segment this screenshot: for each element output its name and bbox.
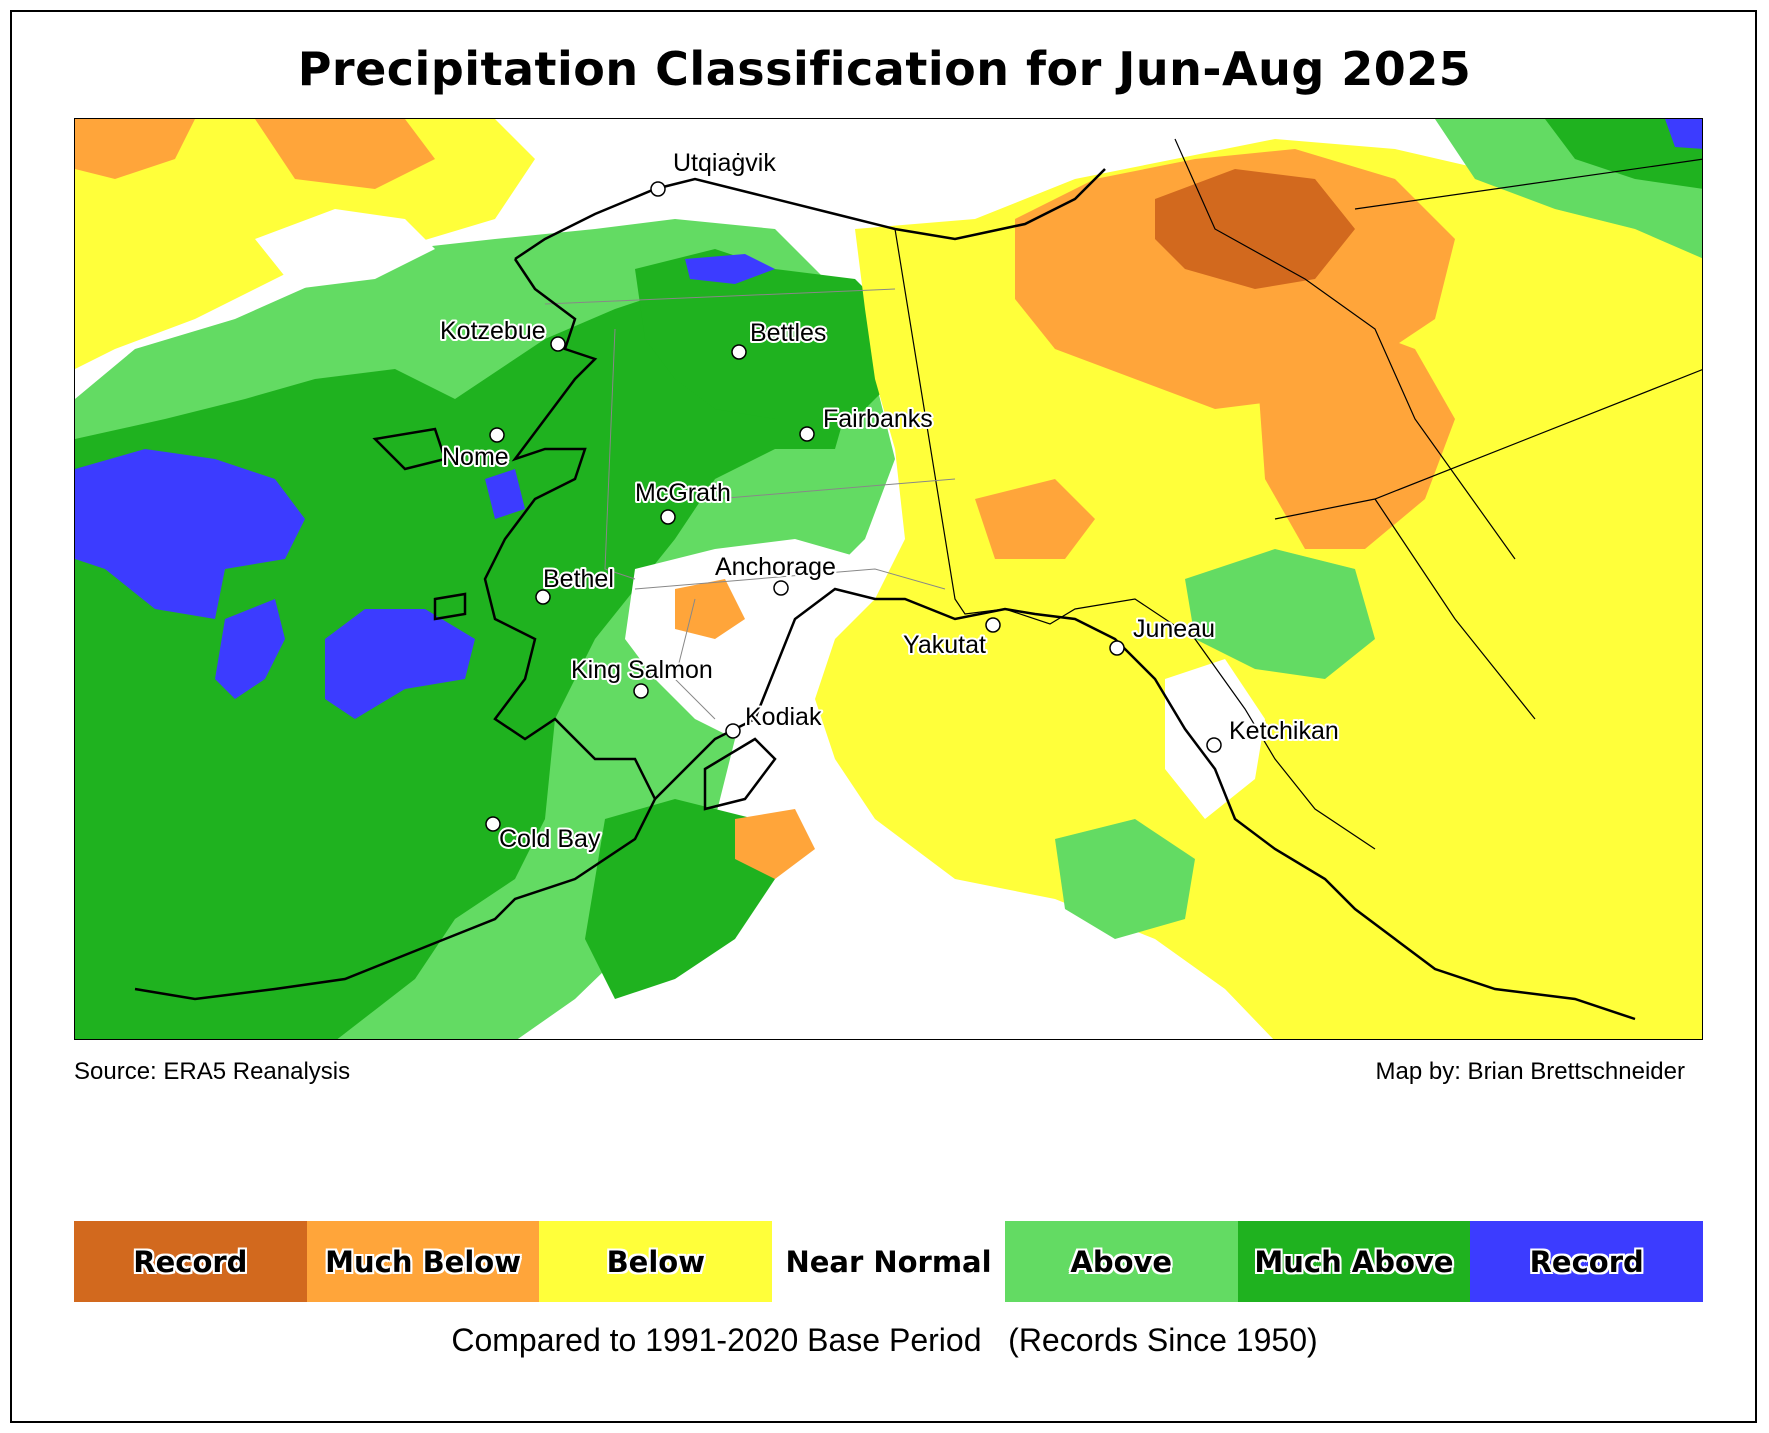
city-label: Nome (442, 443, 509, 471)
city-yakutat: Yakutat (901, 617, 1001, 661)
coast-st-lawrence (372, 427, 447, 471)
city-label: Cold Bay (499, 825, 601, 853)
region-much-above-ne (1545, 119, 1702, 189)
city-dot (650, 181, 666, 197)
city-dot (550, 336, 566, 352)
city-fairbanks: Fairbanks (799, 403, 935, 442)
borough-borders (544, 288, 956, 720)
city-kodiak: Kodiak (725, 701, 824, 739)
city-ketchikan: Ketchikan (1206, 715, 1341, 753)
city-label: King Salmon (571, 656, 713, 684)
city-dot (985, 617, 1001, 633)
city-juneau: Juneau (1109, 613, 1217, 656)
city-label: Yakutat (903, 631, 986, 659)
region-much-below-gulf (735, 809, 815, 879)
city-label: Juneau (1133, 615, 1215, 643)
borough-line-1 (544, 288, 896, 305)
map-svg: Utqiaġvik Kotzebue Bettles Nome Fairbank… (75, 119, 1702, 1039)
city-nome: Nome (440, 427, 511, 473)
region-much-above-sw (585, 799, 775, 999)
region-record-dry-ne (1155, 169, 1355, 289)
bc-east-border (1374, 498, 1536, 720)
coast-kodiak (703, 737, 777, 811)
legend-above: Above (1004, 1221, 1238, 1302)
city-utqiagvik: Utqiaġvik (650, 147, 778, 197)
city-king-salmon: King Salmon (569, 654, 715, 699)
region-record-wet-1 (75, 449, 305, 619)
region-much-below-east (1255, 319, 1455, 549)
city-label: Bettles (750, 319, 826, 347)
region-much-below-mid (975, 479, 1095, 559)
region-much-below-sw (675, 579, 745, 639)
region-record-wet-4 (485, 469, 525, 519)
region-much-below-nw (75, 119, 435, 189)
city-label: Utqiaġvik (673, 149, 776, 177)
legend-record-dry: Record (74, 1221, 307, 1302)
city-dot (1109, 640, 1125, 656)
borough-line-4 (714, 478, 956, 500)
city-dot (489, 427, 505, 443)
city-dot (799, 426, 815, 442)
city-dot (773, 580, 789, 596)
legend-bar: Record Much Below Below Near Normal Abov… (74, 1221, 1704, 1302)
coast-arctic (514, 168, 1106, 261)
city-cold-bay: Cold Bay (485, 816, 603, 855)
city-label: Ketchikan (1229, 717, 1339, 745)
city-label: Anchorage (715, 553, 836, 581)
ne-border (1354, 158, 1702, 210)
political-borders (894, 138, 1702, 850)
legend-much-below: Much Below (306, 1221, 540, 1302)
coast-nunivak (433, 592, 467, 621)
city-dot (535, 589, 551, 605)
city-dot (731, 344, 747, 360)
legend-near-normal: Near Normal (772, 1221, 1005, 1302)
borough-line-2 (604, 328, 636, 580)
region-record-wet-5 (685, 254, 775, 284)
map-panel: Utqiaġvik Kotzebue Bettles Nome Fairbank… (74, 118, 1703, 1040)
city-label: Kotzebue (440, 317, 546, 345)
city-label: Fairbanks (823, 405, 933, 433)
city-dot (485, 816, 501, 832)
base-period-note: Compared to 1991-2020 Base Period (Recor… (451, 1322, 1318, 1358)
city-dot (660, 509, 676, 525)
city-dot (725, 723, 741, 739)
alaska-canada-border (894, 228, 1376, 850)
region-near-normal-gulf (775, 899, 1253, 1039)
city-label: Bethel (543, 565, 614, 593)
city-mcgrath: McGrath (633, 477, 733, 525)
legend-below: Below (539, 1221, 773, 1302)
city-kotzebue: Kotzebue (438, 315, 566, 352)
region-above-yukon (1185, 549, 1375, 679)
city-bettles: Bettles (731, 317, 828, 360)
borough-line-3 (634, 568, 946, 590)
yukon-nwt-border (1174, 138, 1516, 560)
city-label: McGrath (635, 479, 731, 507)
city-dot (633, 683, 649, 699)
source-text: Source: ERA5 Reanalysis (74, 1058, 351, 1085)
city-markers: Utqiaġvik Kotzebue Bettles Nome Fairbank… (438, 147, 1341, 855)
city-bethel: Bethel (535, 563, 616, 605)
region-above-gulf (1055, 819, 1195, 939)
region-record-wet-2 (215, 599, 285, 699)
region-near-normal-nw (255, 209, 435, 289)
region-record-wet-3 (325, 609, 475, 719)
city-anchorage: Anchorage (713, 551, 838, 596)
map-title: Precipitation Classification for Jun-Aug… (297, 42, 1472, 96)
borough-line-5 (674, 598, 716, 720)
city-dot (1206, 737, 1222, 753)
region-record-wet-ne (1665, 119, 1702, 149)
city-label: Kodiak (745, 703, 822, 731)
legend-record-wet: Record (1470, 1221, 1704, 1302)
coastline (134, 168, 1636, 1021)
coast-west (134, 258, 657, 1001)
precip-field (75, 119, 1702, 1039)
legend-much-above: Much Above (1237, 1221, 1471, 1302)
credit-text: Map by: Brian Brettschneider (1375, 1058, 1685, 1085)
coast-south (654, 587, 1636, 1021)
figure-frame (10, 10, 1757, 1423)
